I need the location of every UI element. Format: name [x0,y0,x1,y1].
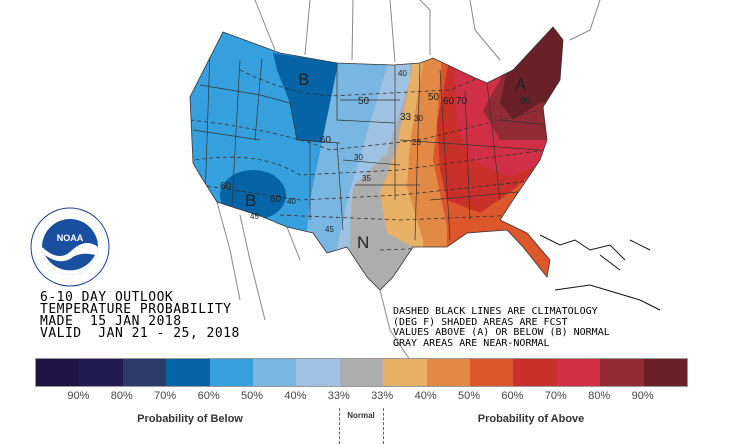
legend-tick-label: 80% [110,390,133,402]
contour-label: 40 [398,69,407,78]
contour-label: 60 [270,194,282,205]
legend-swatch [643,359,688,386]
legend-swatch [296,359,340,386]
legend-tick-label: 60% [197,390,220,402]
contour-label: 45 [325,225,334,234]
contour-label: 60 [220,181,232,192]
legend-tick-label: 50% [457,390,481,402]
valid-dates: VALID JAN 21 - 25, 2018 [40,326,240,341]
legend-tick-label: 90% [631,390,654,402]
legend-tick-label: 50% [240,390,264,402]
legend-swatch [36,359,80,386]
below-label-north: B [298,70,309,89]
climatology-lines [190,59,546,251]
logo-text: NOAA [57,233,84,243]
legend-tick-label: 33% [327,390,350,402]
legend-tick-label: 40% [414,390,437,402]
below-label-south: B [245,191,256,210]
contour-label: 70 [456,96,468,107]
country-borders [216,0,601,361]
normal-divider [383,408,384,444]
contour-label: 35 [362,174,371,183]
legend-tick-label: 70% [154,390,177,402]
legend-swatch [513,359,557,386]
legend-swatch [122,359,167,386]
contour-label: 60 [443,96,455,107]
contour-label: 33 [400,112,412,123]
legend-tick-label: 40% [284,390,307,402]
state-borders [192,49,548,241]
normal-caption: Normal [347,411,375,420]
legend-tick-label: 33% [371,390,394,402]
normal-divider [339,408,340,444]
note-line: DASHED BLACK LINES ARE CLIMATOLOGY [393,306,598,317]
above-label: A [515,75,527,94]
title-line: TEMPERATURE PROBABILITY [40,302,232,317]
contour-label: 50 [428,92,440,103]
contour-label: 60 [320,135,332,146]
contour-label: 40 [287,197,296,206]
below-caption: Probability of Below [137,413,243,425]
probability-shading [190,27,563,290]
legend-swatch [253,359,297,386]
contour-label: 45 [250,212,259,221]
map-labels: B B N A 50 60 60 60 40 45 45 40 33 30 35… [220,69,532,252]
title-line: 6-10 DAY OUTLOOK [40,290,174,305]
legend-swatch [209,359,254,386]
legend-swatch [339,359,384,386]
normal-label: N [357,233,369,252]
note-line: (DEG F) SHADED AREAS ARE FCST [393,316,568,328]
contour-label: 30 [354,153,363,162]
legend-swatch [166,359,210,386]
legend-tick-label: 60% [501,390,524,402]
legend-tick-label: 90% [67,390,90,402]
made-date: MADE 15 JAN 2018 [40,314,182,329]
note-line: GRAY AREAS ARE NEAR-NORMAL [393,337,550,349]
outlook-title-block: 6-10 DAY OUTLOOK TEMPERATURE PROBABILITY M… [40,290,240,341]
legend-tick-label: 80% [588,390,611,402]
legend-swatch [600,359,644,386]
legend-swatch [79,359,123,386]
contour-label: 25 [412,138,421,147]
legend-swatch [383,359,427,386]
note-line: VALUES ABOVE (A) OR BELOW (B) NORMAL [393,327,610,338]
legend-swatch [426,359,471,386]
legend-swatch [556,359,601,386]
above-caption: Probability of Above [477,413,585,425]
legend-swatch [470,359,514,386]
contour-label: 50 [358,96,370,107]
us-outline [189,26,564,291]
legend-tick-label: 70% [544,390,567,402]
probability-legend-bar [35,358,688,387]
coastlines [539,234,661,311]
contour-label: 90 [520,96,532,107]
contour-label: 30 [414,114,423,123]
noaa-logo: NOAA [30,207,110,287]
map-notes: DASHED BLACK LINES ARE CLIMATOLOGY (DEG F… [393,306,610,349]
